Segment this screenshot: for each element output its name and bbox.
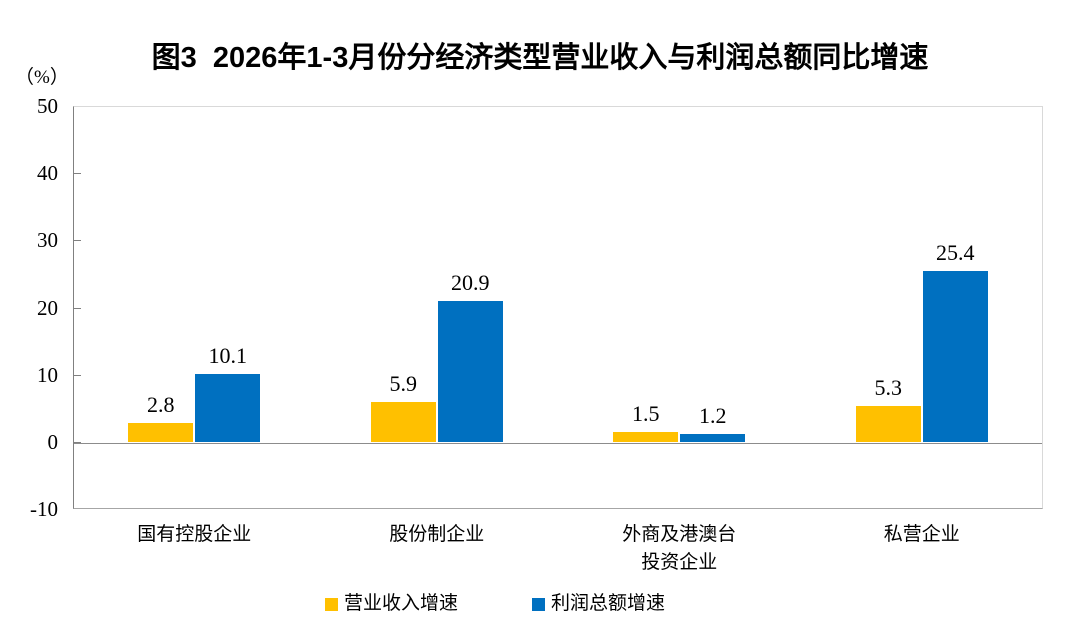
chart-title: 图3 2026年1-3月份分经济类型营业收入与利润总额同比增速: [151, 42, 929, 74]
bar-value-label: 1.5: [632, 400, 660, 426]
bar: [370, 402, 436, 442]
bar: [680, 433, 746, 442]
legend-item: 营业收入增速: [324, 592, 458, 616]
bar: [613, 431, 679, 442]
y-tick-mark: [74, 240, 81, 242]
y-tick-mark: [74, 374, 81, 376]
bar-value-label: 10.1: [208, 342, 248, 368]
y-tick-label: 50: [37, 94, 58, 118]
bar-value-label: 25.4: [936, 240, 975, 266]
plot-area: [73, 106, 1043, 509]
y-tick-mark: [74, 307, 81, 309]
y-tick-label: -10: [30, 497, 58, 521]
y-axis-unit-label: （%）: [15, 67, 69, 88]
legend: 营业收入增速 利润总额增速: [0, 592, 990, 616]
legend-label: 利润总额增速: [551, 593, 666, 614]
legend-item: 利润总额增速: [532, 592, 665, 616]
bar: [128, 423, 194, 442]
legend-swatch: [532, 597, 545, 611]
legend-swatch: [324, 597, 338, 611]
x-category-label: 外商及港澳台 投资企业: [622, 524, 737, 573]
x-category-label: 私营企业: [883, 524, 960, 545]
legend-label: 营业收入增速: [343, 593, 458, 614]
bar-value-label: 5.9: [389, 371, 418, 397]
bar-value-label: 2.8: [147, 392, 175, 418]
x-category-label: 股份制企业: [389, 524, 485, 545]
bar-value-label: 20.9: [451, 270, 490, 296]
bar: [855, 406, 921, 442]
y-tick-mark: [74, 173, 81, 175]
bar: [922, 271, 988, 442]
bar-value-label: 5.3: [874, 375, 903, 401]
y-tick-label: 0: [47, 429, 59, 454]
zero-axis-line: [74, 442, 1042, 444]
bar: [437, 301, 503, 442]
y-tick-label: 40: [37, 161, 58, 186]
y-tick-label: 10: [37, 362, 58, 387]
bar-value-label: 1.2: [699, 402, 727, 428]
y-tick-label: 30: [37, 228, 58, 253]
bar: [195, 373, 261, 442]
x-category-label: 国有控股企业: [137, 524, 252, 545]
y-tick-label: 20: [37, 295, 58, 320]
y-tick-mark: [74, 441, 81, 443]
